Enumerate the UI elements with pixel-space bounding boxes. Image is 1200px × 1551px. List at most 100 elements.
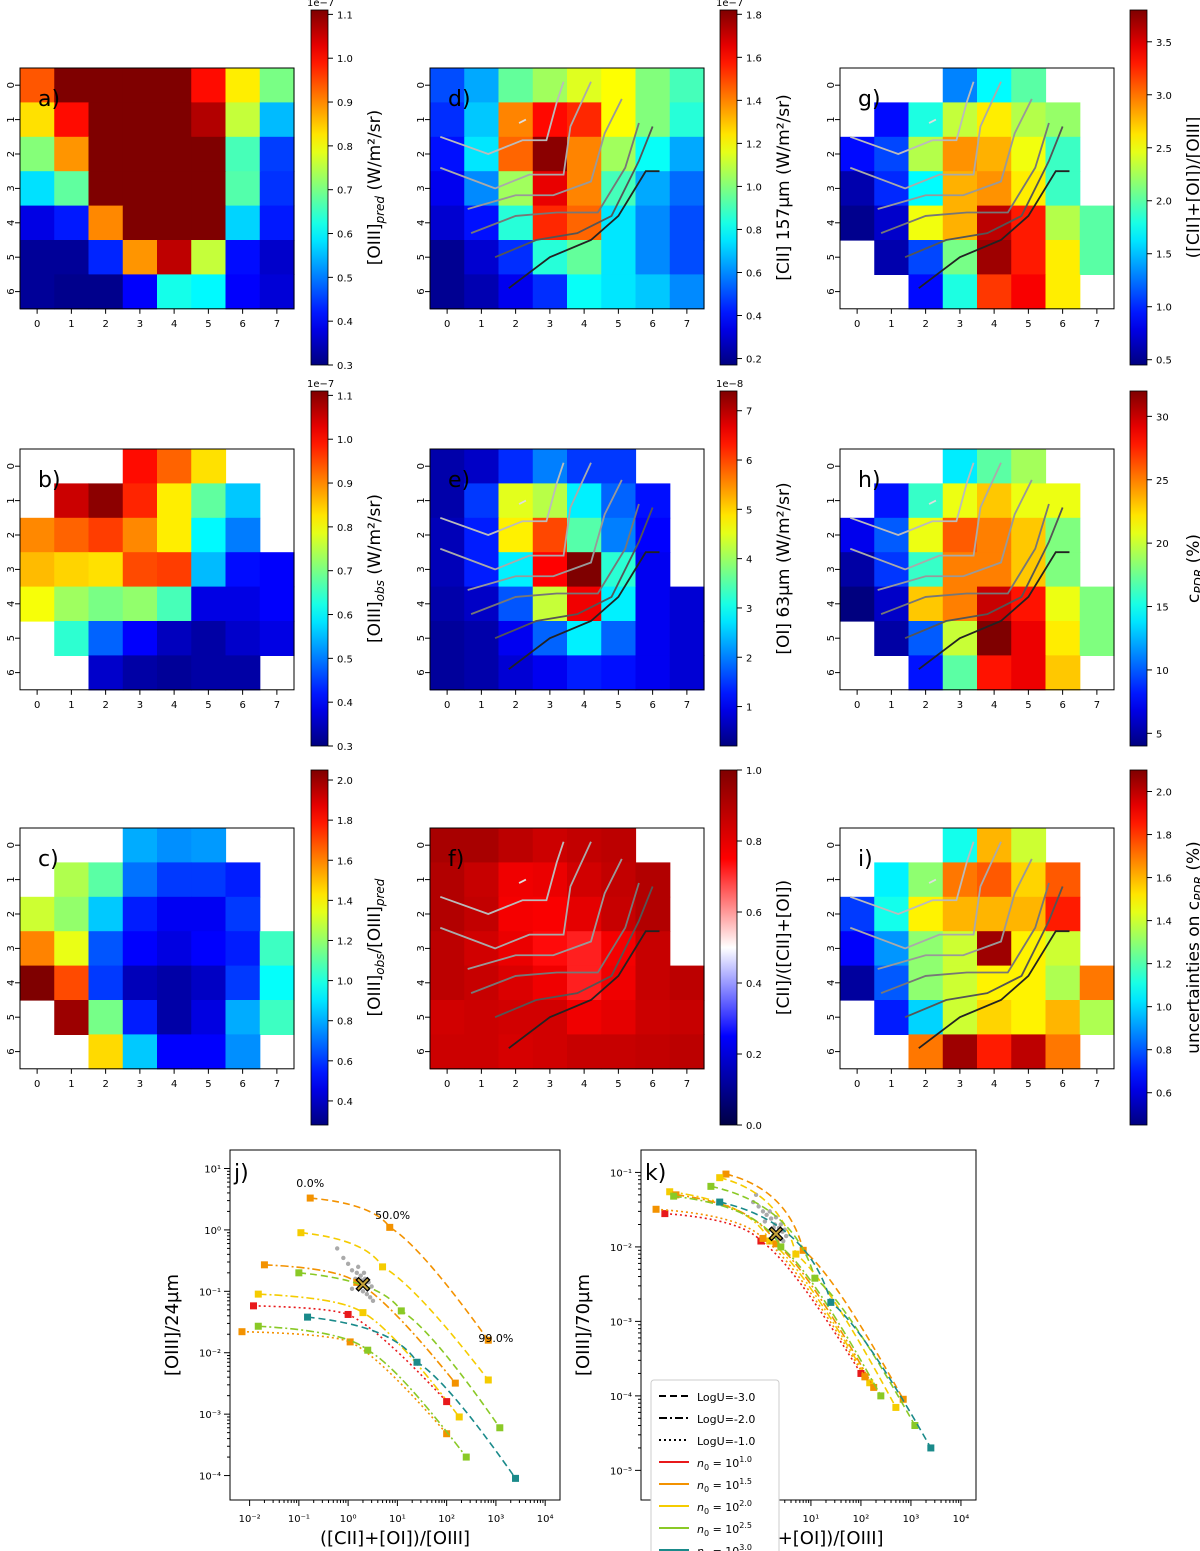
heatmap-cell bbox=[942, 655, 978, 691]
panel-label: i) bbox=[858, 847, 873, 872]
y-tick-label: 4 bbox=[6, 220, 17, 226]
contour-line bbox=[877, 479, 1033, 591]
heatmap-cell bbox=[430, 828, 465, 863]
y-tick-label: 10⁻⁵ bbox=[610, 1466, 632, 1477]
heatmap-cell bbox=[54, 274, 90, 310]
colorbar-tick-label: 0.6 bbox=[337, 1057, 353, 1068]
y-tick-label: 0 bbox=[6, 842, 17, 848]
heatmap-cell bbox=[88, 102, 124, 138]
contour-line bbox=[494, 886, 654, 1019]
contour-line bbox=[467, 858, 623, 970]
heatmap-cell bbox=[464, 655, 500, 691]
heatmap-cell bbox=[259, 552, 295, 588]
heatmap-cell bbox=[908, 621, 944, 656]
heatmap-cell bbox=[225, 931, 261, 967]
heatmap-cell bbox=[635, 240, 671, 275]
heatmap-cell bbox=[1045, 102, 1081, 138]
x-tick-label: 4 bbox=[171, 1079, 177, 1090]
y-tick-label: 1 bbox=[826, 116, 837, 122]
x-tick-label: 3 bbox=[137, 319, 143, 330]
colorbar-label: [OIII]obs/[OIII]pred bbox=[365, 878, 387, 1016]
contour-line bbox=[849, 81, 975, 155]
x-tick-label: 6 bbox=[649, 700, 655, 711]
heatmap-cell bbox=[259, 586, 295, 622]
x-tick-label: 1 bbox=[478, 319, 484, 330]
heatmap-cell bbox=[942, 1034, 978, 1070]
x-tick-label: 0 bbox=[854, 1079, 860, 1090]
series-marker bbox=[295, 1269, 303, 1277]
series-marker bbox=[297, 1229, 305, 1237]
heatmap-cell bbox=[191, 171, 227, 207]
heatmap-cell bbox=[669, 102, 705, 138]
x-tick-label: 10⁴ bbox=[953, 1514, 970, 1525]
contour-line bbox=[877, 858, 1033, 970]
contour-line bbox=[918, 930, 1070, 1049]
heatmap-cell bbox=[1079, 965, 1115, 1001]
heatmap-cell bbox=[225, 552, 261, 588]
colorbar-tick-label: 1.4 bbox=[1156, 917, 1172, 928]
x-tick-label: 10⁻¹ bbox=[288, 1514, 310, 1525]
heatmap-cell bbox=[1011, 240, 1047, 275]
heatmap-cell bbox=[908, 586, 944, 622]
heatmap-cell bbox=[532, 274, 568, 310]
heatmap-cell bbox=[635, 965, 671, 1001]
heatmap-cell bbox=[225, 68, 261, 103]
model-point bbox=[783, 1233, 789, 1239]
x-tick-label: 10³ bbox=[488, 1514, 505, 1525]
x-tick-label: 3 bbox=[957, 700, 963, 711]
heatmap-cell bbox=[430, 1000, 465, 1035]
heatmap-cell bbox=[54, 240, 90, 275]
model-point bbox=[370, 1298, 376, 1304]
heatmap-cell bbox=[498, 102, 534, 138]
heatmap-cell bbox=[54, 896, 90, 932]
x-tick-label: 0 bbox=[444, 1079, 450, 1090]
heatmap-cell bbox=[601, 896, 637, 932]
heatmap-cell bbox=[874, 896, 910, 932]
heatmap-cell bbox=[942, 136, 978, 172]
heatmap-cell bbox=[840, 896, 875, 932]
contour-line bbox=[439, 462, 565, 536]
lineplot-panel-k: 10⁻²10⁻¹10⁰10¹10²10³10⁴10⁻⁵10⁻⁴10⁻³10⁻²1… bbox=[573, 1149, 977, 1551]
legend-sub: 0 bbox=[704, 1485, 709, 1494]
heatmap-cell bbox=[1011, 1000, 1047, 1035]
heatmap-cell bbox=[840, 171, 875, 207]
panel-label: g) bbox=[858, 87, 881, 112]
colorbar-tick-label: 1.0 bbox=[746, 182, 762, 193]
heatmap-cell bbox=[464, 862, 500, 898]
heatmap-cell bbox=[874, 931, 910, 967]
heatmap-cell bbox=[1079, 240, 1115, 275]
heatmap-cell bbox=[191, 862, 227, 898]
legend-n: n bbox=[697, 1457, 704, 1470]
x-tick-label: 2 bbox=[922, 1079, 928, 1090]
legend-n: n bbox=[697, 1479, 704, 1492]
heatmap-cell bbox=[191, 205, 227, 241]
heatmap-cell bbox=[157, 517, 192, 553]
heatmap-cell bbox=[157, 965, 192, 1001]
colorbar-tick-label: 0.8 bbox=[337, 1017, 353, 1028]
heatmap-cell bbox=[464, 136, 500, 172]
heatmap-cell bbox=[157, 68, 192, 103]
colorbar-tick-label: 0.2 bbox=[746, 1050, 762, 1061]
heatmap-cell bbox=[601, 965, 637, 1001]
series-marker bbox=[364, 1346, 372, 1354]
legend-label: n0 = 101.0 bbox=[697, 1455, 752, 1472]
heatmap-cell bbox=[498, 828, 534, 863]
heatmap-cell bbox=[1045, 1034, 1081, 1070]
heatmap-cell bbox=[464, 274, 500, 310]
heatmap-cell bbox=[191, 68, 227, 103]
heatmap-cell bbox=[122, 449, 158, 484]
heatmap-cell bbox=[840, 931, 875, 967]
legend-sub: 0 bbox=[704, 1529, 709, 1538]
heatmap-cell bbox=[88, 552, 124, 588]
heatmap-cell bbox=[498, 205, 534, 241]
heatmap-cell bbox=[430, 68, 465, 103]
heatmap-cell bbox=[635, 862, 671, 898]
colorbar-tick-label: 0.4 bbox=[337, 698, 353, 709]
x-tick-label: 6 bbox=[1059, 319, 1065, 330]
heatmap-cell bbox=[1079, 586, 1115, 622]
heatmap-cell bbox=[430, 621, 465, 656]
heatmap-cell bbox=[1045, 1000, 1081, 1035]
x-tick-label: 7 bbox=[1094, 319, 1100, 330]
heatmap-cell bbox=[88, 1034, 124, 1070]
colorbar-tick-label: 6 bbox=[746, 456, 752, 467]
